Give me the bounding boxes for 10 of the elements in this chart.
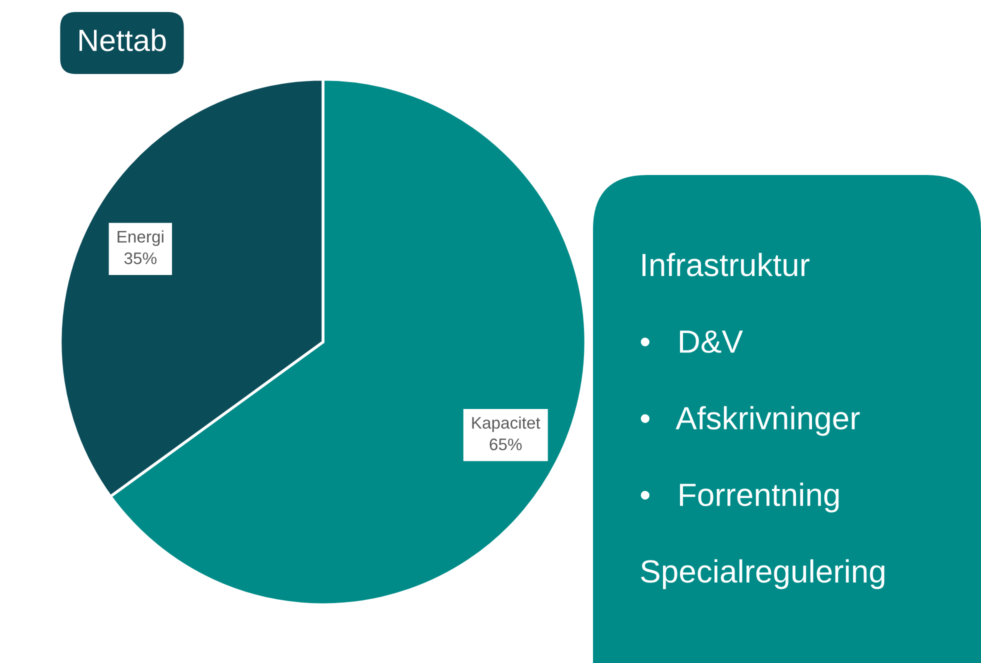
text: • Afskrivninger [640,406,860,436]
text: • Forrentning [640,482,839,512]
text: Specialregulering [641,559,884,590]
text: Infrastruktur [642,252,810,276]
slice-label: Kapacitet [472,416,540,432]
slice-label: Energi [118,230,164,246]
chart-title: Nettab [79,28,166,52]
data-label: 35% [124,252,156,264]
text: • D&V [640,330,743,353]
data-label: 65% [490,438,522,450]
